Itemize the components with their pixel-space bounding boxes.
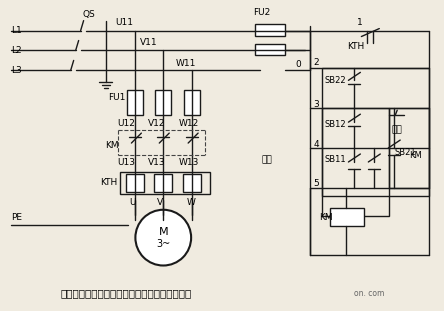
Text: SB22: SB22 — [325, 76, 346, 85]
Text: 两地控制的过载保护接触器自锁正转控制线路图: 两地控制的过载保护接触器自锁正转控制线路图 — [61, 288, 192, 298]
Text: W11: W11 — [175, 59, 196, 68]
Text: SB21: SB21 — [394, 147, 416, 156]
Bar — [127, 90, 143, 115]
Text: L3: L3 — [11, 66, 22, 75]
Text: W13: W13 — [179, 159, 199, 167]
Text: M: M — [159, 227, 168, 237]
Text: 3~: 3~ — [156, 239, 170, 248]
Text: 5: 5 — [313, 179, 319, 188]
Text: 0: 0 — [296, 60, 301, 69]
Text: V12: V12 — [148, 118, 166, 128]
Text: KM: KM — [409, 151, 422, 160]
Text: QS: QS — [83, 10, 95, 19]
Text: 1: 1 — [357, 18, 363, 27]
Bar — [120, 172, 210, 194]
Bar — [127, 174, 144, 192]
Text: PE: PE — [11, 213, 22, 222]
Bar — [255, 24, 285, 35]
Text: 2: 2 — [313, 58, 319, 67]
Text: KTH: KTH — [348, 42, 365, 51]
Text: V13: V13 — [148, 159, 166, 167]
Text: 3: 3 — [313, 100, 319, 109]
Text: U11: U11 — [115, 18, 134, 27]
Text: 乙地: 乙地 — [391, 126, 402, 135]
Bar — [321, 68, 429, 196]
Text: V11: V11 — [140, 38, 158, 47]
Text: KTH: KTH — [100, 179, 118, 187]
Bar — [389, 108, 429, 188]
Bar — [255, 44, 285, 55]
Text: L1: L1 — [11, 26, 22, 35]
Text: FU1: FU1 — [108, 93, 126, 102]
Text: W: W — [187, 198, 196, 207]
Text: V: V — [157, 198, 163, 207]
Text: FU2: FU2 — [253, 8, 270, 17]
Text: U12: U12 — [118, 118, 135, 128]
Bar — [184, 90, 200, 115]
Text: W12: W12 — [179, 118, 199, 128]
Text: 甲地: 甲地 — [262, 156, 273, 165]
Text: SB11: SB11 — [325, 156, 346, 165]
Bar — [155, 174, 172, 192]
Text: 4: 4 — [313, 140, 319, 149]
Text: KM: KM — [320, 213, 333, 222]
Circle shape — [135, 210, 191, 266]
Text: KM: KM — [106, 141, 119, 150]
Bar — [155, 90, 171, 115]
Text: L2: L2 — [11, 46, 22, 55]
Bar — [329, 208, 365, 226]
Bar — [183, 174, 201, 192]
Text: U: U — [129, 198, 136, 207]
Bar — [321, 108, 389, 216]
Text: U13: U13 — [118, 159, 135, 167]
Text: on. com: on. com — [354, 289, 385, 298]
Text: SB12: SB12 — [325, 120, 346, 129]
